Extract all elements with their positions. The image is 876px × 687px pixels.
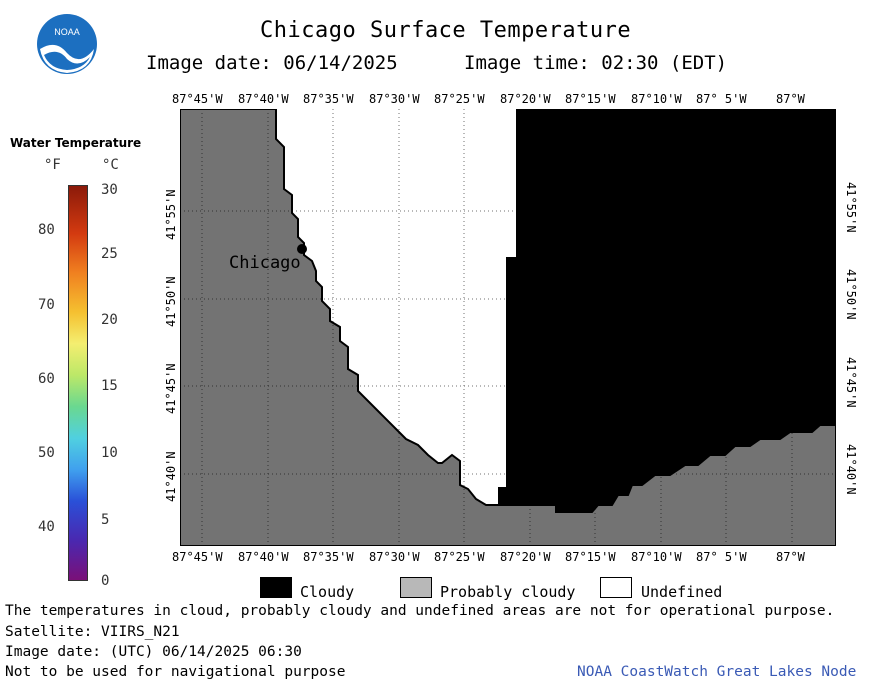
f-tick: 70 bbox=[38, 297, 55, 313]
lon-label-top: 87°40'W bbox=[238, 92, 289, 106]
lon-label-bottom: 87°15'W bbox=[565, 550, 616, 564]
c-tick: 0 bbox=[101, 573, 110, 589]
disclaimer-note: The temperatures in cloud, probably clou… bbox=[5, 603, 835, 619]
f-tick: 50 bbox=[38, 445, 55, 461]
f-tick: 60 bbox=[38, 371, 55, 387]
c-tick: 15 bbox=[101, 378, 118, 394]
undefined-swatch bbox=[600, 577, 632, 598]
f-tick: 80 bbox=[38, 222, 55, 238]
chicago-label: Chicago bbox=[229, 253, 301, 273]
undefined-label: Undefined bbox=[641, 583, 723, 601]
lon-label-bottom: 87°35'W bbox=[303, 550, 354, 564]
lon-label-bottom: 87°45'W bbox=[172, 550, 223, 564]
lon-label-bottom: 87° 5'W bbox=[696, 550, 747, 564]
lon-label-bottom: 87°W bbox=[776, 550, 805, 564]
map-panel bbox=[180, 109, 836, 546]
lon-label-bottom: 87°30'W bbox=[369, 550, 420, 564]
lat-label-left: 41°45'N bbox=[164, 363, 178, 414]
satellite-info: Satellite: VIIRS_N21 bbox=[5, 624, 180, 640]
image-time: Image time: 02:30 (EDT) bbox=[464, 52, 728, 74]
lon-label-bottom: 87°10'W bbox=[631, 550, 682, 564]
c-tick: 25 bbox=[101, 246, 118, 262]
legend-title: Water Temperature bbox=[10, 136, 142, 150]
lat-label-right: 41°50'N bbox=[844, 269, 858, 320]
probably-cloudy-swatch bbox=[400, 577, 432, 598]
cloudy-area bbox=[498, 109, 836, 512]
unit-f: °F bbox=[44, 157, 61, 173]
lon-label-top: 87°45'W bbox=[172, 92, 223, 106]
lon-label-top: 87°30'W bbox=[369, 92, 420, 106]
cloudy-label: Cloudy bbox=[300, 583, 355, 601]
lat-label-right: 41°45'N bbox=[844, 357, 858, 408]
credit-text: NOAA CoastWatch Great Lakes Node bbox=[577, 664, 857, 680]
land-west bbox=[180, 109, 836, 546]
chicago-marker bbox=[297, 244, 307, 254]
temperature-color-bar bbox=[68, 185, 88, 581]
lon-label-top: 87°35'W bbox=[303, 92, 354, 106]
lat-label-left: 41°50'N bbox=[164, 276, 178, 327]
noaa-logo: NOAA bbox=[36, 13, 98, 79]
lon-label-top: 87°20'W bbox=[500, 92, 551, 106]
lon-label-bottom: 87°20'W bbox=[500, 550, 551, 564]
lat-label-right: 41°55'N bbox=[844, 182, 858, 233]
c-tick: 20 bbox=[101, 312, 118, 328]
unit-c: °C bbox=[102, 157, 119, 173]
f-tick: 40 bbox=[38, 519, 55, 535]
map-title: Chicago Surface Temperature bbox=[260, 18, 632, 43]
probably-cloudy-label: Probably cloudy bbox=[440, 583, 576, 601]
svg-text:NOAA: NOAA bbox=[54, 27, 80, 37]
lat-label-right: 41°40'N bbox=[844, 444, 858, 495]
utc-date: Image date: (UTC) 06/14/2025 06:30 bbox=[5, 644, 302, 660]
lat-label-left: 41°55'N bbox=[164, 189, 178, 240]
image-date: Image date: 06/14/2025 bbox=[146, 52, 398, 74]
c-tick: 5 bbox=[101, 512, 110, 528]
lon-label-top: 87°25'W bbox=[434, 92, 485, 106]
lon-label-top: 87°W bbox=[776, 92, 805, 106]
lat-label-left: 41°40'N bbox=[164, 451, 178, 502]
cloudy-swatch bbox=[260, 577, 292, 598]
lon-label-top: 87° 5'W bbox=[696, 92, 747, 106]
grid-lines bbox=[180, 109, 836, 546]
lon-label-top: 87°15'W bbox=[565, 92, 616, 106]
c-tick: 30 bbox=[101, 182, 118, 198]
lon-label-top: 87°10'W bbox=[631, 92, 682, 106]
lon-label-bottom: 87°40'W bbox=[238, 550, 289, 564]
c-tick: 10 bbox=[101, 445, 118, 461]
navigation-warning: Not to be used for navigational purpose bbox=[5, 664, 346, 680]
lon-label-bottom: 87°25'W bbox=[434, 550, 485, 564]
